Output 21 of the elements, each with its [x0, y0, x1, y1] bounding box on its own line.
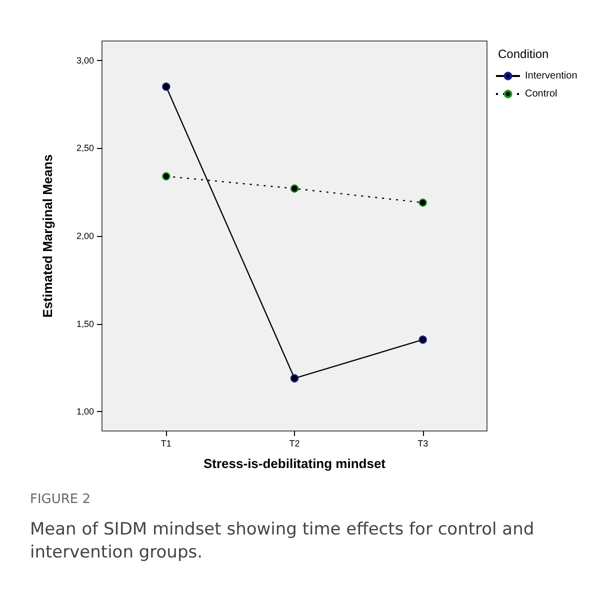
point — [162, 172, 170, 180]
x-tick-label: T1 — [160, 438, 172, 448]
point — [162, 82, 170, 91]
y-tick-label: 3,00 — [76, 55, 94, 66]
point — [418, 336, 427, 344]
y-tick-label: 2,00 — [76, 231, 94, 241]
y-tick-label: 1,00 — [76, 406, 94, 417]
x-tick-label: T2 — [289, 438, 300, 448]
text: Mean of SIDM mindset showing time effects for control and intervention groups. — [30, 520, 540, 562]
legend-label: Intervention — [525, 70, 578, 82]
point — [290, 184, 299, 193]
caption: FIGURE 2 — [30, 492, 91, 507]
legend-title: Condition — [498, 47, 549, 61]
y-tick-label: 1,50 — [76, 318, 94, 329]
x-axis-title: Stress-is-debilitating mindset — [203, 456, 386, 471]
legend-label: Control — [525, 88, 558, 100]
point — [418, 198, 427, 207]
y-tick-label: 2,50 — [76, 143, 94, 154]
point — [290, 374, 299, 382]
x-tick-label: T3 — [418, 438, 428, 448]
y-axis-title: Estimated Marginal Means — [40, 154, 55, 318]
